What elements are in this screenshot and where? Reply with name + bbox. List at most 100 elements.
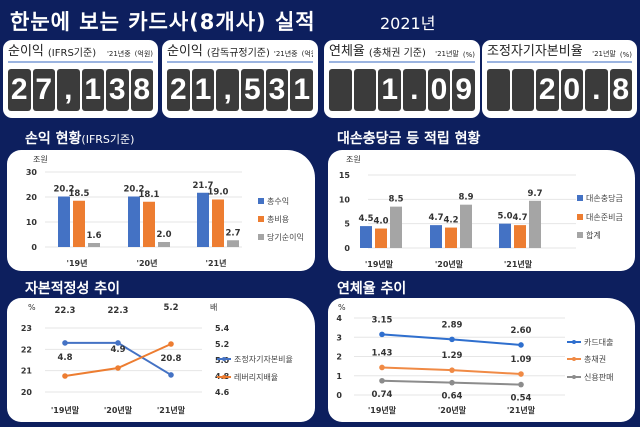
kpi-unit: (억원) (134, 50, 153, 58)
data-point (449, 379, 455, 386)
digit-cell: 2 (167, 69, 190, 111)
digit-cell: , (57, 69, 80, 111)
digit-cell: 1 (378, 69, 402, 111)
y-tick-label: 22 (21, 345, 32, 354)
page-title: 한눈에 보는 카드사(8개사) 실적 (10, 10, 316, 34)
y2-tick-label: 4.6 (215, 388, 230, 397)
chart-panel-allowance: 조원 0 5 10 15'19년말 '20년말 '21년말 대손충당금 4.5 4.7 5.0 대손준… (328, 150, 635, 271)
bar (499, 223, 511, 248)
legend-marker (572, 340, 576, 344)
data-label: 2.0 (156, 230, 171, 240)
digit-cell: 8 (130, 69, 153, 111)
legend-label: 조정자기자본비율 (234, 354, 293, 364)
data-label: 1.09 (511, 355, 532, 365)
digit-cell: 1 (290, 69, 314, 111)
data-label: 4.7 (512, 213, 527, 223)
kpi-label: 순이익 (167, 44, 203, 59)
bar (73, 200, 85, 247)
legend-label: 카드대출 (584, 337, 613, 347)
digit-cell (487, 69, 510, 111)
data-label: 4.0 (373, 217, 388, 227)
bar (445, 227, 457, 248)
y2-tick-label: 5.2 (215, 340, 229, 349)
bar (460, 204, 472, 248)
digit-cell: . (403, 69, 426, 111)
y2-tick-label: 5.4 (215, 324, 230, 333)
section-title-text: 손익 현황 (25, 131, 82, 147)
data-point (449, 336, 455, 343)
data-label: 4.8 (57, 353, 72, 363)
data-label: 5.0 (497, 212, 512, 222)
legend-marker (222, 357, 226, 361)
legend-swatch (258, 198, 264, 204)
year-label: 2021년 (380, 14, 436, 33)
data-point (62, 340, 68, 346)
data-point (379, 331, 385, 338)
data-label: 9.7 (527, 189, 542, 199)
data-point (518, 342, 524, 348)
data-label: 18.5 (69, 189, 90, 199)
kpi-sub: (감독규정기준) (206, 48, 270, 59)
kpi-unit: (억원) (301, 50, 313, 58)
digit-cell: 8 (609, 69, 632, 111)
y-tick-label: 23 (21, 324, 32, 333)
bar (375, 228, 387, 248)
digit-cell: 3 (106, 69, 129, 111)
y-tick-label: 20 (26, 193, 38, 202)
y-tick-label: 30 (26, 168, 38, 177)
x-tick-label: '21년말 (507, 405, 536, 415)
y-tick-label: 0 (344, 244, 350, 253)
legend-label: 총비용 (267, 215, 289, 224)
data-point (115, 340, 121, 346)
data-label: 20.2 (124, 185, 145, 195)
y-axis-unit: 조원 (33, 155, 48, 164)
section-title-sub: (IFRS기준) (81, 133, 135, 146)
kpi-header: 순이익 (IFRS기준) '21년중 (억원) (8, 43, 153, 63)
legend-label: 합계 (586, 230, 601, 240)
kpi-card: 연체율 (총채권 기준) '21년말 (%) 1. 0 9 (324, 40, 480, 118)
digit-cell: 9 (452, 69, 476, 111)
data-label: 4.9 (110, 345, 125, 355)
y-axis-unit: % (338, 303, 346, 312)
bar (514, 225, 526, 248)
data-point (62, 373, 68, 379)
data-point (518, 381, 524, 388)
legend-label: 대손충당금 (586, 193, 623, 203)
bar (390, 206, 402, 248)
digit-cell (329, 69, 352, 111)
kpi-header: 연체율 (총채권 기준) '21년말 (%) (329, 43, 475, 63)
kpi-label: 순이익 (8, 44, 44, 59)
kpi-header: 조정자기자본비율 '21년말 (%) (487, 43, 632, 63)
legend-swatch (577, 195, 583, 201)
data-label: 4.5 (358, 214, 373, 224)
data-point (379, 377, 385, 384)
data-label: 4.2 (443, 216, 458, 226)
kpi-card: 순이익(감독규정기준)'21년중(억원)21,531 (162, 40, 318, 118)
legend-label: 레버리지배율 (234, 372, 278, 382)
kpi-card: 조정자기자본비율 '21년말 (%) 2 0. 8 (482, 40, 637, 118)
digit-cell: , (216, 69, 240, 111)
data-label: 5.2 (163, 303, 178, 313)
legend-marker (222, 375, 226, 379)
kpi-label: 연체율 (329, 44, 365, 59)
legend-marker (572, 375, 576, 379)
data-label: 8.5 (388, 195, 403, 205)
digit-cell: 0 (560, 69, 583, 111)
data-point (449, 367, 455, 373)
data-label: 18.1 (139, 190, 160, 200)
capital-line-chart: % 20 21 22 23 배 4.6 4.8 5.0 5.2 5.4 '19년말 '20년말 '21년말… (21, 303, 293, 415)
digit-cell (353, 69, 377, 111)
bar (88, 243, 100, 247)
x-tick-label: '20년 (137, 258, 158, 268)
y-tick-label: 1 (336, 372, 342, 381)
data-label: 0.54 (511, 394, 532, 404)
chart-panel-profit: 조원 0 10 20 30 '19년 '20년 '21년 총수익 20.2 20.2 21.7 총비용 1… (7, 150, 315, 271)
bar (143, 201, 155, 247)
y-tick-label: 21 (21, 367, 33, 376)
kpi-unit: (%) (462, 51, 475, 59)
data-label: 8.9 (458, 193, 473, 203)
y-tick-label: 2 (336, 353, 342, 362)
data-label: 19.0 (208, 188, 229, 198)
data-point (518, 371, 524, 377)
